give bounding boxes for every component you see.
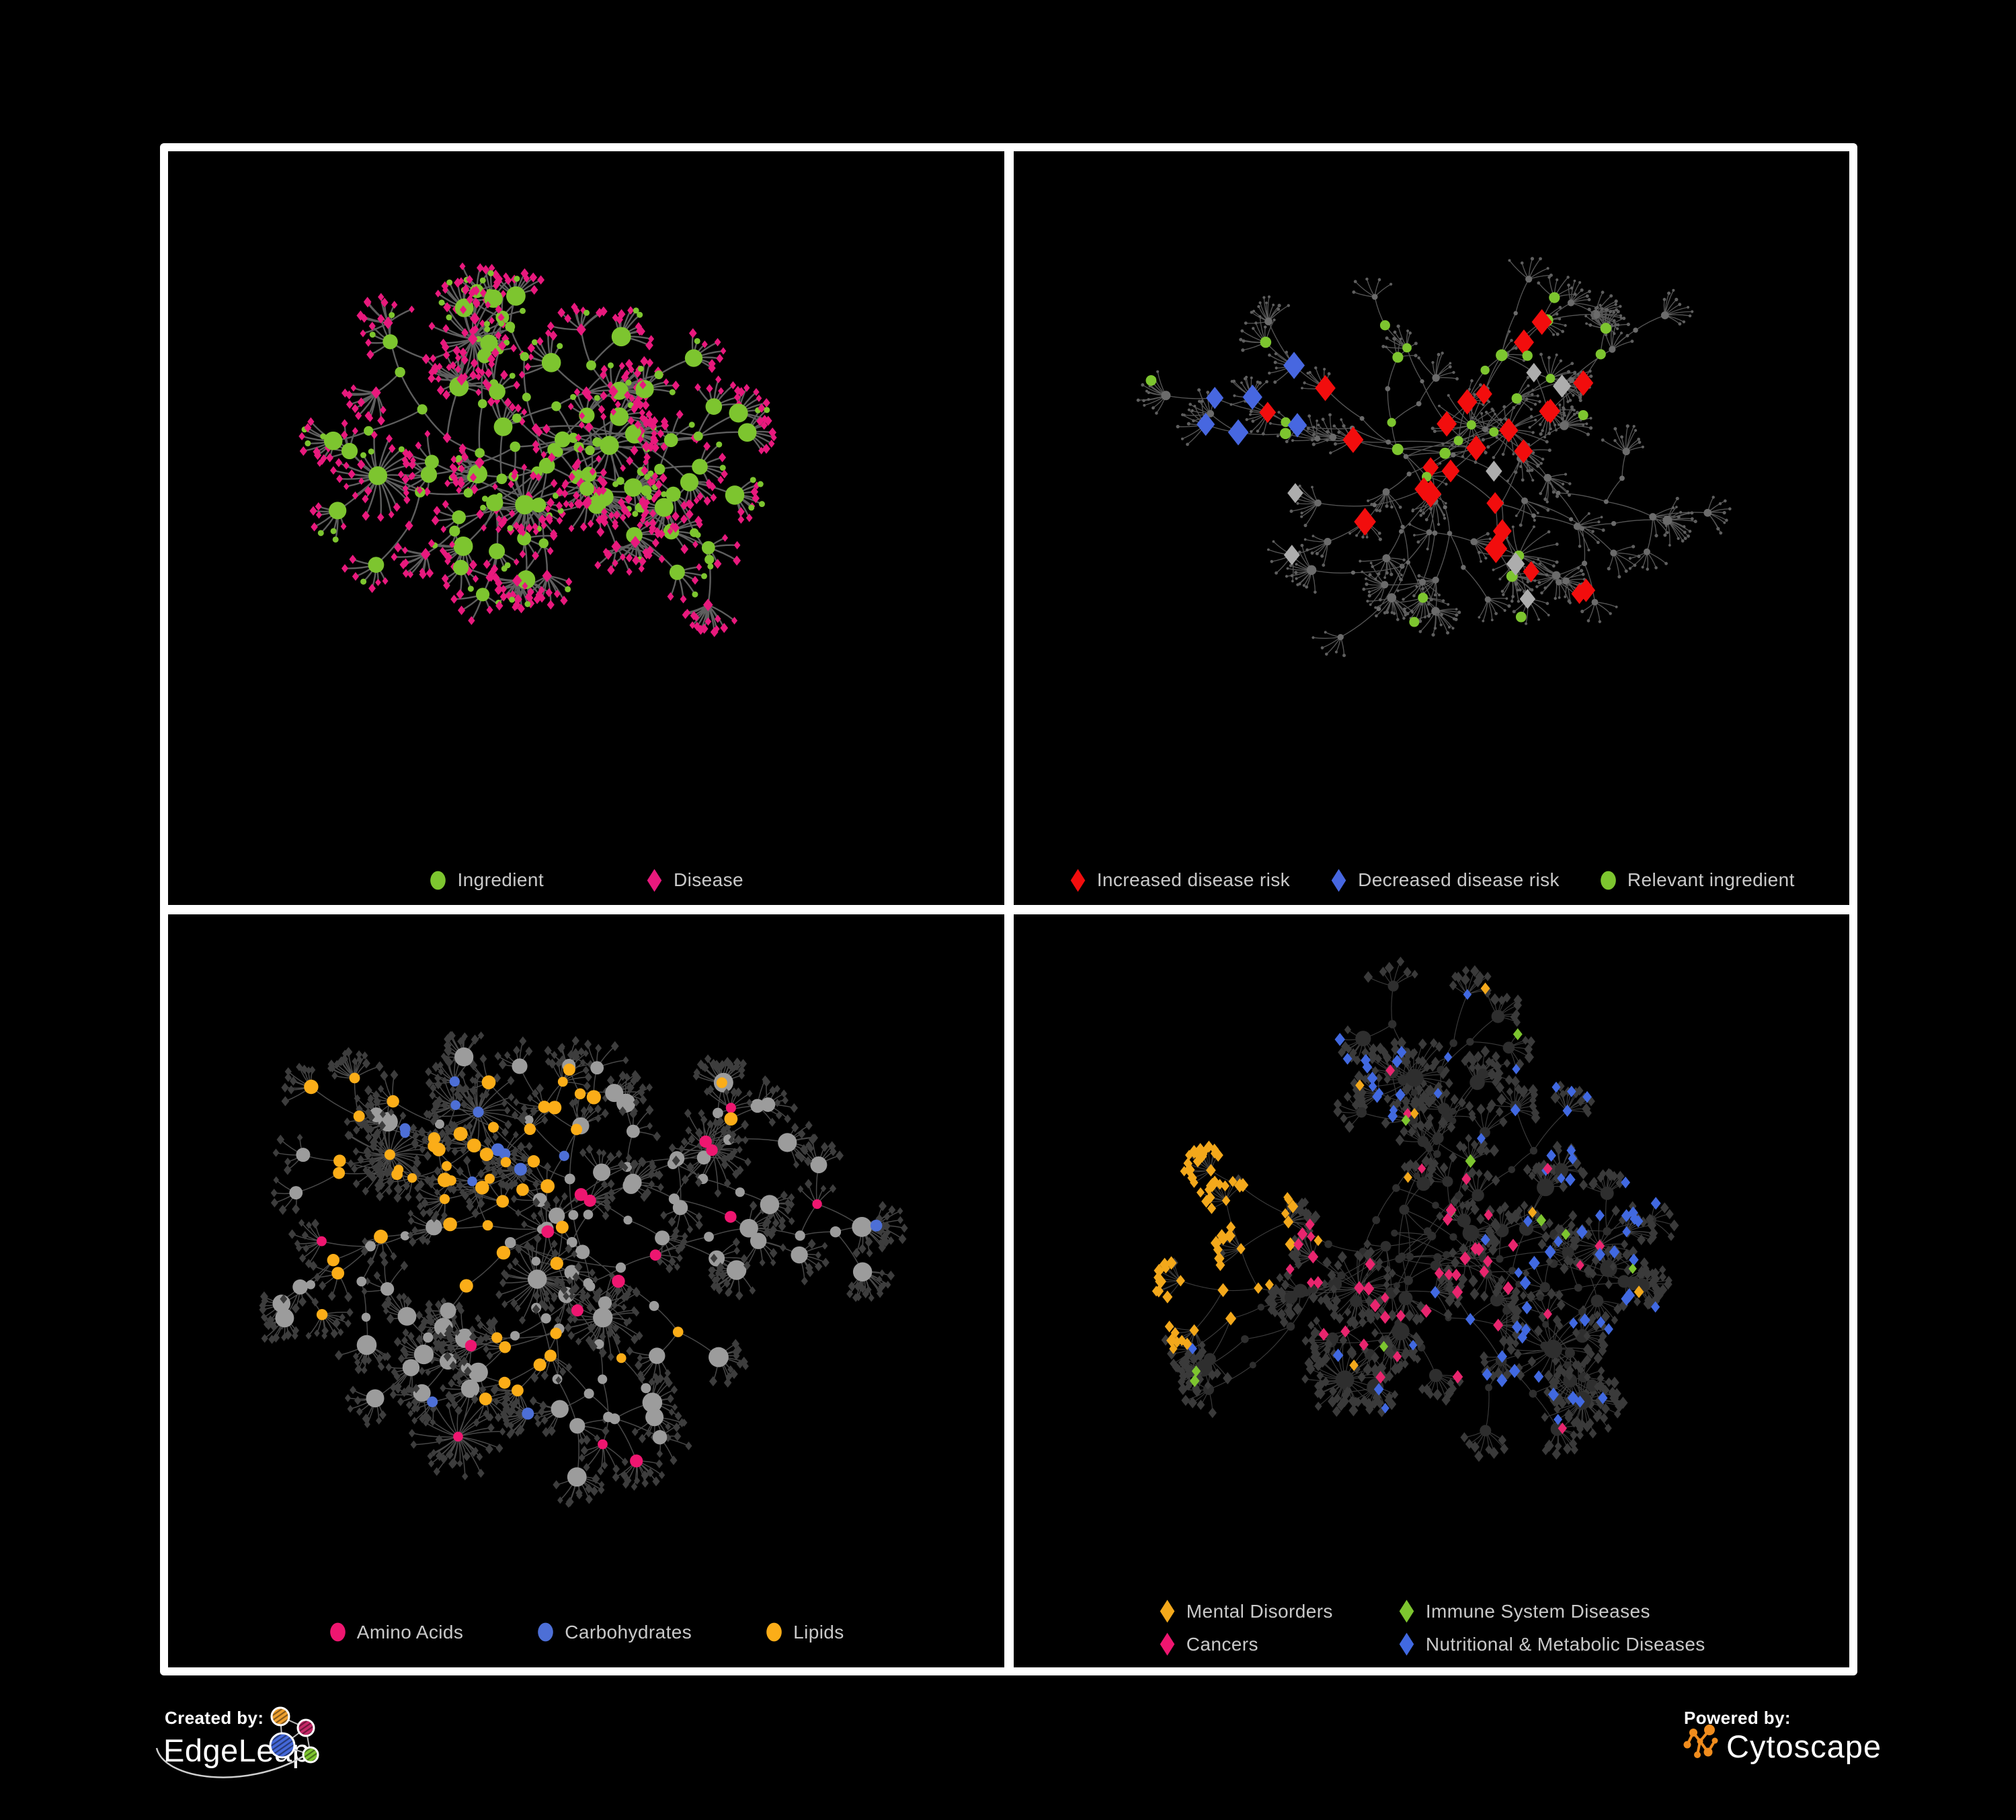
cytoscape-logo-icon bbox=[1683, 1725, 1718, 1758]
legend-label: Mental Disorders bbox=[1186, 1600, 1333, 1622]
panel-disease-risk: Increased disease risk Decreased disease … bbox=[1013, 151, 1850, 905]
network-nutrient-classes bbox=[259, 1030, 908, 1508]
panel-ingredient-disease: Ingredient Disease bbox=[168, 151, 1004, 905]
legend-circle-marker-icon bbox=[1601, 871, 1616, 889]
cytoscape-glyph-nodes bbox=[1683, 1725, 1718, 1758]
legend-label: Ingredient bbox=[457, 869, 545, 890]
legend-diamond-marker-icon bbox=[647, 869, 662, 892]
legend-label: Amino Acids bbox=[356, 1621, 464, 1643]
legend-label: Carbohydrates bbox=[565, 1621, 692, 1643]
legend-diamond-marker-icon bbox=[1399, 1599, 1414, 1623]
legend-item-lipids: Lipids bbox=[764, 1620, 844, 1645]
legend-label: Lipids bbox=[793, 1621, 844, 1643]
edgeleap-swoosh bbox=[155, 1747, 303, 1778]
legend-disease-risk: Increased disease risk Decreased disease … bbox=[1014, 868, 1850, 893]
legend-circle-marker-icon bbox=[430, 871, 446, 889]
legend-diamond-marker-icon bbox=[1399, 1632, 1414, 1656]
legend-ingredient-disease: Ingredient Disease bbox=[168, 868, 1004, 893]
panel-grid: Ingredient Disease Increased disease risk… bbox=[160, 143, 1857, 1675]
panel-disease-classes: Mental Disorders Immune System Diseases Ca… bbox=[1013, 914, 1850, 1667]
legend-nutrient-classes: Amino Acids Carbohydrates Lipids bbox=[168, 1620, 1004, 1645]
legend-diamond-marker-icon bbox=[1331, 869, 1346, 892]
legend-item-increased-disease-risk: Increased disease risk bbox=[1068, 868, 1290, 893]
legend-item-relevant-ingredient: Relevant ingredient bbox=[1599, 868, 1795, 893]
legend-circle-marker-icon bbox=[538, 1622, 554, 1642]
legend-label: Increased disease risk bbox=[1096, 869, 1291, 890]
legend-label: Cancers bbox=[1186, 1633, 1258, 1655]
legend-label: Nutritional & Metabolic Diseases bbox=[1425, 1633, 1705, 1655]
legend-disease-classes: Mental Disorders Immune System Diseases Ca… bbox=[1014, 1599, 1850, 1657]
network-disease-risk bbox=[1136, 257, 1732, 658]
legend-item-amino-acids: Amino Acids bbox=[328, 1620, 463, 1645]
legend-diamond-marker-icon bbox=[1160, 1632, 1175, 1656]
legend-item-immune-system-diseases: Immune System Diseases bbox=[1397, 1599, 1705, 1624]
network-disease-classes bbox=[1152, 956, 1679, 1462]
panel-nutrient-classes: Amino Acids Carbohydrates Lipids bbox=[168, 914, 1004, 1667]
legend-circle-marker-icon bbox=[329, 1622, 346, 1642]
legend-label: Decreased disease risk bbox=[1358, 869, 1560, 890]
legend-diamond-marker-icon bbox=[1070, 869, 1085, 892]
legend-circle-marker-icon bbox=[766, 1622, 782, 1642]
legend-item-cancers: Cancers bbox=[1158, 1632, 1333, 1657]
legend-item-ingredient: Ingredient bbox=[428, 868, 544, 893]
legend-item-nutritional-metabolic-diseases: Nutritional & Metabolic Diseases bbox=[1397, 1632, 1705, 1657]
legend-label: Disease bbox=[674, 869, 743, 890]
legend-item-disease: Disease bbox=[645, 868, 743, 893]
powered-by-label: Powered by: bbox=[1684, 1708, 1791, 1728]
legend-diamond-marker-icon bbox=[1160, 1599, 1175, 1623]
legend-label: Relevant ingredient bbox=[1627, 869, 1795, 890]
edgeleap-glyph-nodes bbox=[269, 1706, 319, 1764]
legend-item-mental-disorders: Mental Disorders bbox=[1158, 1599, 1333, 1624]
legend-item-carbohydrates: Carbohydrates bbox=[536, 1620, 692, 1645]
legend-label: Immune System Diseases bbox=[1425, 1600, 1650, 1622]
cytoscape-logo-text: Cytoscape bbox=[1726, 1729, 1882, 1764]
created-by-label: Created by: bbox=[165, 1708, 264, 1728]
network-ingredient-disease bbox=[298, 262, 777, 637]
edgeleap-logo-icon bbox=[155, 1706, 319, 1778]
legend-item-decreased-disease-risk: Decreased disease risk bbox=[1329, 868, 1560, 893]
